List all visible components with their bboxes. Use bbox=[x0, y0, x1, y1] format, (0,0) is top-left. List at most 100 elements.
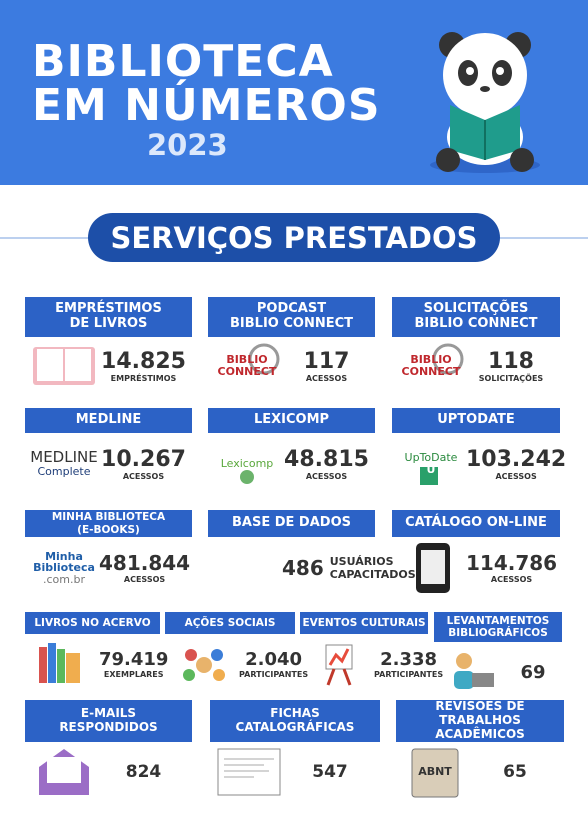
card-title: BIBLIO CONNECT bbox=[230, 316, 353, 331]
card-header: BASE DE DADOS bbox=[208, 510, 375, 537]
card-header: MEDLINE bbox=[25, 408, 192, 433]
unit: ACESSOS bbox=[123, 472, 164, 482]
value: 69 bbox=[520, 661, 546, 683]
unit-line: ACESSOS bbox=[122, 471, 165, 481]
service-card: MEDLINE MEDLINE Complete 10.267 ACESSOS bbox=[25, 408, 192, 495]
unit-line: EMPRÉSTIMOS bbox=[110, 373, 177, 383]
card-title: TRABALHOS ACADÊMICOS bbox=[435, 713, 525, 741]
card-title: UPTODATE bbox=[437, 412, 515, 428]
unit: ACESSOS bbox=[495, 472, 536, 482]
logo-text: MEDLINE bbox=[30, 448, 98, 467]
service-card: SOLICITAÇÕES BIBLIO CONNECT BIBLIO CONNECT 1… bbox=[392, 297, 560, 395]
value: 2.040 bbox=[245, 648, 303, 670]
value-block: 48.815 ACESSOS bbox=[282, 447, 371, 482]
unit-line: ACESSOS bbox=[495, 471, 537, 481]
value: 10.267 bbox=[101, 446, 186, 472]
logo-text: ABNT bbox=[418, 765, 452, 779]
icon bbox=[217, 748, 281, 796]
icon bbox=[39, 748, 89, 795]
card-title: LEVANTAMENTOS bbox=[446, 614, 550, 627]
unit: ACESSOS bbox=[306, 374, 347, 384]
unit: EMPRÉSTIMOS bbox=[111, 374, 177, 384]
service-card: LIVROS NO ACERVO 79.419 EXEMPLARES bbox=[25, 612, 168, 694]
value: 118 bbox=[488, 348, 534, 374]
card-title: CATÁLOGO ON-LINE bbox=[405, 515, 547, 531]
card-body: 2.040 PARTICIPANTES bbox=[165, 634, 308, 694]
service-card: EVENTOS CULTURAIS 2.338 PARTICIPANTES bbox=[300, 612, 443, 694]
logo-text: U bbox=[426, 463, 436, 476]
card-title: EMPRÉSTIMOS bbox=[55, 301, 162, 317]
card-body: Minha Biblioteca .com.br 481.844 ACESSOS bbox=[25, 537, 192, 599]
service-card: AÇÕES SOCIAIS 2.040 PARTICIPANTES bbox=[165, 612, 308, 694]
card-header: MINHA BIBLIOTECA (E-BOOKS) bbox=[25, 510, 192, 537]
card-body: 486 USUÁRIOS CAPACITADOS bbox=[208, 537, 416, 599]
card-title: AÇÕES SOCIAIS bbox=[184, 616, 276, 629]
card-body: 79.419 EXEMPLARES bbox=[25, 634, 168, 694]
card-header: EMPRÉSTIMOS DE LIVROS bbox=[25, 297, 192, 337]
card-body: 2.338 PARTICIPANTES bbox=[300, 634, 443, 694]
card-title: EVENTOS CULTURAIS bbox=[302, 616, 426, 629]
service-card: PODCAST BIBLIO CONNECT BIBLIO CONNECT 117 ACE… bbox=[208, 297, 375, 395]
section-title: SERVIÇOS PRESTADOS bbox=[88, 213, 500, 262]
service-card: FICHAS CATALOGRÁFICAS 547 bbox=[210, 700, 380, 802]
card-header: LEVANTAMENTOS BIBLIOGRÁFICOS bbox=[434, 612, 562, 642]
logo-text: CONNECT bbox=[217, 365, 277, 378]
value-block: 481.844 ACESSOS bbox=[99, 551, 190, 585]
value: 65 bbox=[503, 762, 527, 782]
card-icon bbox=[304, 637, 374, 691]
value-block: 824 bbox=[99, 762, 188, 782]
value-block: 2.040 PARTICIPANTES bbox=[239, 649, 308, 680]
card-icon: BIBLIO CONNECT bbox=[396, 343, 466, 378]
service-card: BASE DE DADOS 486 USUÁRIOS CAPACITADOS bbox=[208, 510, 416, 599]
logo-text: Biblioteca bbox=[33, 561, 95, 575]
service-card: LEVANTAMENTOS BIBLIOGRÁFICOS 69 bbox=[434, 612, 562, 702]
unit-line: SOLICITAÇÕES bbox=[478, 373, 544, 383]
card-body: ABNT 65 bbox=[396, 742, 564, 802]
card-icon: Lexicomp bbox=[212, 458, 282, 484]
card-body: MEDLINE Complete 10.267 ACESSOS bbox=[25, 433, 192, 495]
value: 481.844 bbox=[99, 551, 191, 576]
card-body: UpToDate U 103.242 ACESSOS bbox=[392, 433, 566, 495]
year: 2023 bbox=[147, 128, 228, 162]
value-block: 65 bbox=[470, 762, 560, 782]
card-body: BIBLIO CONNECT 117 ACESSOS bbox=[208, 337, 375, 395]
value: 2.338 bbox=[380, 648, 438, 670]
card-icon: Minha Biblioteca .com.br bbox=[29, 551, 99, 586]
card-title: DE LIVROS bbox=[69, 316, 148, 331]
unit-line: ACESSOS bbox=[305, 471, 348, 481]
card-body: 547 bbox=[210, 742, 380, 802]
card-body: 69 bbox=[434, 642, 562, 702]
unit: EXEMPLARES bbox=[104, 670, 164, 680]
card-header: CATÁLOGO ON-LINE bbox=[392, 510, 560, 537]
card-icon: UpToDate U bbox=[396, 451, 466, 485]
card-title: PODCAST bbox=[256, 301, 327, 317]
card-header: EVENTOS CULTURAIS bbox=[300, 612, 428, 634]
unit-line: ACESSOS bbox=[305, 373, 348, 383]
logo-text: UpToDate bbox=[404, 451, 458, 465]
value: 79.419 bbox=[99, 648, 169, 670]
value-block: 10.267 ACESSOS bbox=[99, 447, 188, 482]
value: 14.825 bbox=[101, 348, 186, 374]
header-band: BIBLIOTECA EM NÚMEROS 2023 bbox=[0, 0, 588, 185]
logo-text: @ bbox=[55, 760, 73, 782]
icon bbox=[183, 649, 225, 681]
card-title: MEDLINE bbox=[75, 412, 142, 428]
card-title: LEXICOMP bbox=[253, 412, 330, 428]
icon bbox=[432, 343, 464, 375]
icon bbox=[248, 343, 280, 375]
logo-text: Minha bbox=[45, 549, 83, 563]
card-title: (E-BOOKS) bbox=[77, 523, 140, 536]
logo-text: .com.br bbox=[43, 572, 85, 586]
card-body: 14.825 EMPRÉSTIMOS bbox=[25, 337, 192, 395]
card-body: BIBLIO CONNECT 118 SOLICITAÇÕES bbox=[392, 337, 560, 395]
card-title: MINHA BIBLIOTECA bbox=[51, 511, 166, 524]
value-block: 118 SOLICITAÇÕES bbox=[466, 349, 556, 384]
card-title: BASE DE DADOS bbox=[232, 515, 351, 531]
value: 486 bbox=[282, 556, 324, 580]
logo-text: CONNECT bbox=[401, 365, 461, 378]
value: 117 bbox=[303, 348, 350, 374]
card-title: FICHAS bbox=[270, 706, 320, 721]
card-header: PODCAST BIBLIO CONNECT bbox=[208, 297, 375, 337]
service-card: EMPRÉSTIMOS DE LIVROS 14.825 EMPRÉSTIMOS bbox=[25, 297, 192, 395]
unit-line: EXEMPLARES bbox=[103, 669, 164, 679]
